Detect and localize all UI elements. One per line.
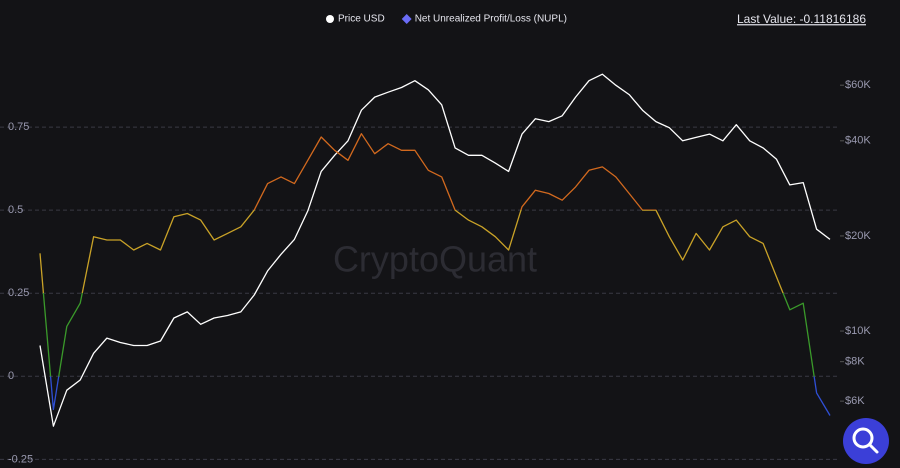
legend-item: Net Unrealized Profit/Loss (NUPL) xyxy=(401,14,567,25)
y2-tick-label: $10K xyxy=(845,325,871,337)
y-tick-label: 0.75 xyxy=(8,121,29,133)
y2-tick-label: $6K xyxy=(845,395,865,407)
zoom-handle[interactable] xyxy=(868,443,879,454)
y2-tick-label: $40K xyxy=(845,135,871,147)
y-tick-label: 0.25 xyxy=(8,287,29,299)
y2-tick-label: $20K xyxy=(845,230,871,242)
y-tick-label: -0.25 xyxy=(8,453,33,465)
y-tick-label: 0 xyxy=(8,370,14,382)
legend-item: Price USD xyxy=(326,14,385,25)
legend-marker xyxy=(326,15,334,23)
y-tick-label: 0.5 xyxy=(8,204,23,216)
series-line xyxy=(39,133,831,416)
watermark: CryptoQuant xyxy=(333,239,537,280)
last-value: Last Value: -0.11816186 xyxy=(737,12,866,26)
zoom-circle[interactable] xyxy=(843,418,889,464)
legend-label: Net Unrealized Profit/Loss (NUPL) xyxy=(415,14,567,25)
legend-label: Price USD xyxy=(338,14,385,25)
zoom-button[interactable] xyxy=(843,418,889,464)
y2-tick-label: $8K xyxy=(845,356,865,368)
zoom-icon[interactable] xyxy=(852,427,874,449)
y2-tick-label: $60K xyxy=(845,79,871,91)
series-line xyxy=(39,73,831,427)
